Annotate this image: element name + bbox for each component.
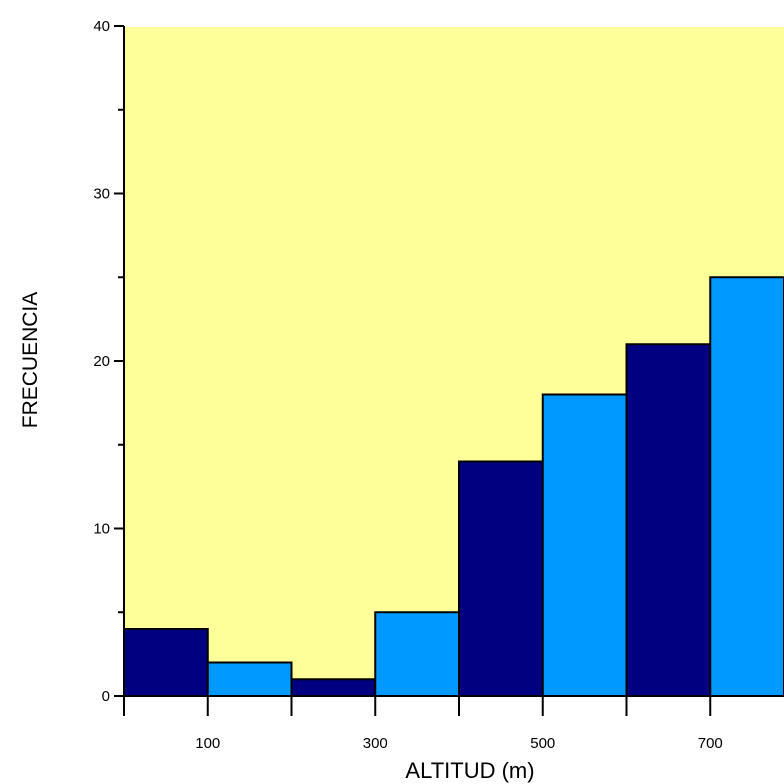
y-tick-label-0: 0 [102,688,110,705]
y-ticks-group: 0 10 20 30 40 [93,18,124,705]
y-tick-label-40: 40 [93,18,110,35]
x-ticks-group: 100300500700900110013001500 [123,696,723,752]
x-tick-label-100: 100 [195,735,220,752]
y-axis-title: FRECUENCIA [19,292,42,429]
bar-0-100 [123,628,209,697]
bar-200-300 [290,678,377,697]
x-tick-label-300: 300 [363,735,388,752]
bar-400-500 [458,460,544,697]
bar-300-400 [374,611,460,697]
x-tick-label-700: 700 [698,735,723,752]
y-tick-label-10: 10 [93,521,110,538]
x-tick-label-500: 500 [530,735,555,752]
bar-700-800 [709,276,784,697]
x-axis-title: ALTITUD (m) [405,758,534,783]
y-tick-label-30: 30 [93,186,110,203]
bars-group [123,276,784,697]
y-tick-label-20: 20 [93,353,110,370]
bar-600-700 [625,343,712,697]
bar-500-600 [541,393,628,697]
bar-100-200 [206,661,293,697]
